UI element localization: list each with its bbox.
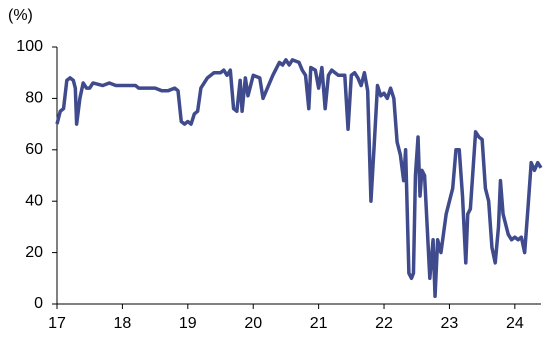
x-tick-label: 22	[375, 315, 393, 332]
x-tick-label: 24	[506, 315, 524, 332]
x-tick-label: 20	[244, 315, 262, 332]
y-tick-label: 20	[25, 244, 43, 261]
x-tick-label: 17	[48, 315, 66, 332]
x-tick-label: 21	[310, 315, 328, 332]
x-tick-label: 18	[114, 315, 132, 332]
y-axis-label: (%)	[8, 7, 33, 24]
x-tick-label: 19	[179, 315, 197, 332]
data-line	[55, 58, 543, 299]
y-tick-label: 40	[25, 192, 43, 209]
y-tick-label: 60	[25, 141, 43, 158]
x-tick-label: 23	[441, 315, 459, 332]
y-tick-label: 80	[25, 90, 43, 107]
y-tick-label: 100	[16, 38, 43, 55]
y-tick-label: 0	[34, 295, 43, 312]
